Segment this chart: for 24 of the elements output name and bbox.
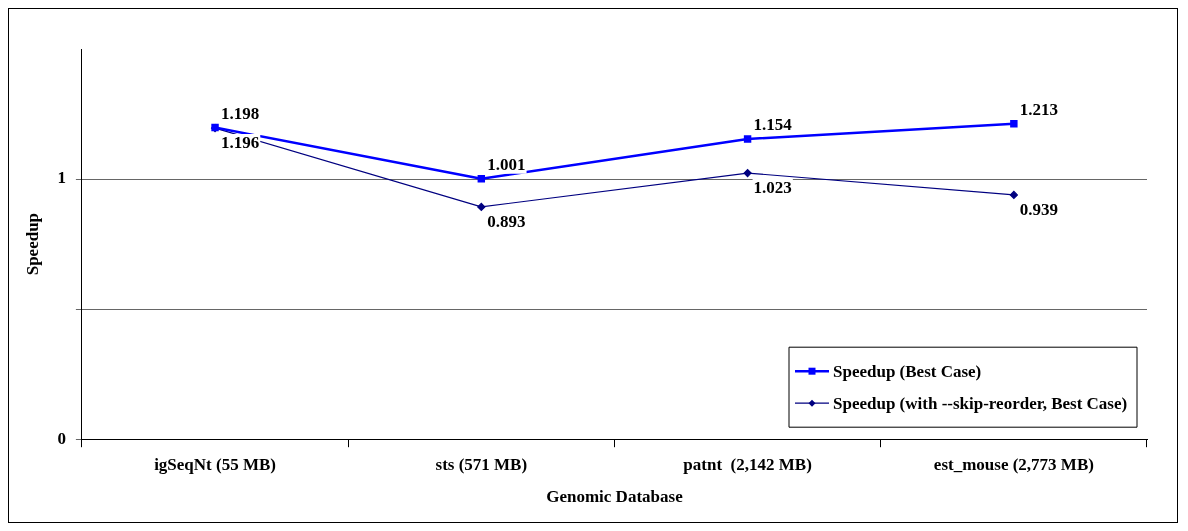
x-tick-label: est_mouse (2,773 MB) [933, 454, 1094, 474]
point [1010, 119, 1018, 128]
data-label: 1.198 [221, 103, 260, 123]
point [743, 168, 752, 178]
data-label: 0.939 [1019, 200, 1059, 220]
point [743, 135, 752, 143]
x-axis-title: Genomic Database [546, 487, 684, 507]
point [1009, 190, 1018, 200]
y-axis-title: Speedup [22, 212, 42, 276]
data-label: 1.001 [487, 155, 526, 175]
x-tick-label: sts (571 MB) [435, 454, 528, 474]
legend-label: Speedup (with --skip-reorder, Best Case) [833, 393, 1128, 413]
x-tick-label: patnt (2,142 MB) [683, 454, 812, 474]
x-tick-label: igSeqNt (55 MB) [154, 454, 276, 474]
y-tick-label: 1 [57, 168, 66, 188]
data-label: 1.154 [753, 115, 793, 135]
point [477, 202, 486, 211]
data-label: 1.023 [753, 178, 792, 198]
y-tick-label: 0 [57, 428, 66, 448]
data-label: 0.893 [487, 212, 526, 232]
data-label: 1.196 [221, 133, 260, 153]
data-label: 1.213 [1019, 100, 1059, 120]
point [477, 175, 486, 183]
legend-label: Speedup (Best Case) [833, 361, 982, 381]
